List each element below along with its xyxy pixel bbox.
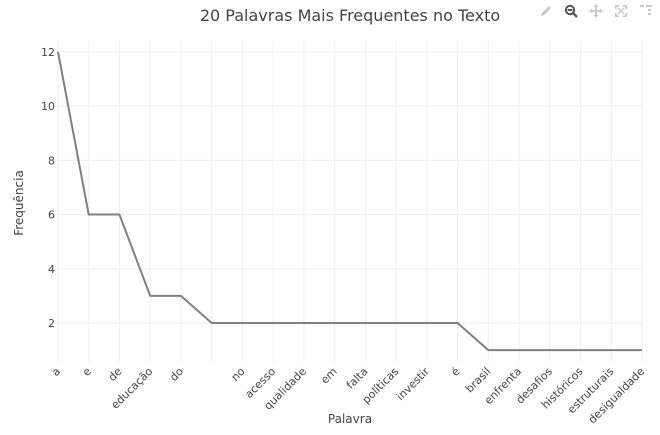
chart-title: 20 Palavras Mais Frequentes no Texto <box>200 6 500 25</box>
x-tick-label: falta <box>344 365 371 392</box>
data-point[interactable] <box>178 293 184 299</box>
x-tick-label: de <box>106 365 125 384</box>
pencil-icon[interactable] <box>533 2 558 20</box>
y-tick-labels: 2 4 6 8 10 12 <box>41 46 55 330</box>
data-point[interactable] <box>270 320 276 326</box>
data-point[interactable] <box>116 212 122 218</box>
x-tick-label: e <box>80 365 94 379</box>
series-line <box>57 51 642 352</box>
data-point[interactable] <box>608 347 614 353</box>
x-tick-label: investir <box>394 365 432 403</box>
x-tick-label: é <box>449 365 463 379</box>
y-tick-label: 10 <box>41 100 55 113</box>
more-icon[interactable] <box>633 2 658 20</box>
data-point[interactable] <box>455 320 461 326</box>
series-line-layer <box>55 49 645 353</box>
autoscale-icon[interactable] <box>608 2 633 20</box>
data-point[interactable] <box>332 320 338 326</box>
data-point[interactable] <box>516 347 522 353</box>
x-axis-title: Palavra <box>328 412 372 426</box>
x-tick-label: do <box>167 365 186 384</box>
data-point[interactable] <box>86 212 92 218</box>
data-point[interactable] <box>578 347 584 353</box>
pan-icon[interactable] <box>583 2 608 20</box>
y-tick-label: 6 <box>48 209 55 222</box>
data-point[interactable] <box>485 347 491 353</box>
y-tick-label: 12 <box>41 46 55 59</box>
data-point[interactable] <box>393 320 399 326</box>
data-point[interactable] <box>209 320 215 326</box>
x-tick-label: desigualdade <box>586 365 648 427</box>
x-tick-label: no <box>229 365 248 384</box>
grid-layer <box>57 41 643 361</box>
data-point[interactable] <box>639 347 645 353</box>
zoom-icon[interactable] <box>558 2 583 20</box>
data-point[interactable] <box>55 49 61 55</box>
x-tick-label: a <box>49 365 63 379</box>
data-point[interactable] <box>547 347 553 353</box>
data-point[interactable] <box>301 320 307 326</box>
y-tick-label: 2 <box>48 317 55 330</box>
data-point[interactable] <box>239 320 245 326</box>
y-axis-title: Frequência <box>12 170 26 236</box>
data-point[interactable] <box>147 293 153 299</box>
modebar <box>533 2 658 20</box>
y-tick-label: 8 <box>48 154 55 167</box>
y-tick-label: 4 <box>48 263 55 276</box>
x-tick-label: em <box>318 365 340 387</box>
data-point[interactable] <box>362 320 368 326</box>
data-point[interactable] <box>424 320 430 326</box>
